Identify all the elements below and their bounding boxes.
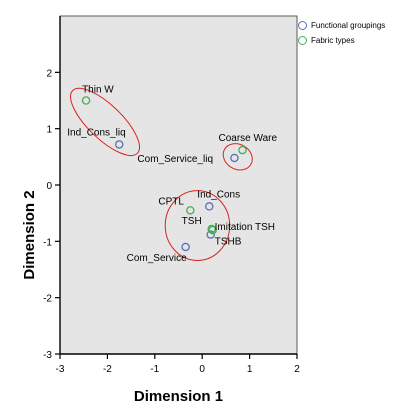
data-point	[207, 224, 216, 234]
x-tick-label: -2	[103, 364, 112, 375]
point-label: TSH	[182, 216, 202, 227]
data-point	[208, 225, 217, 235]
data-point	[186, 206, 195, 215]
data-point	[230, 153, 239, 163]
data-point	[205, 202, 214, 211]
legend-marker-circle-icon	[298, 36, 307, 45]
data-point	[181, 242, 190, 252]
data-point	[206, 230, 215, 239]
y-tick-label: -3	[43, 350, 52, 361]
axes: -3 -2 -1 0 1 2 -3 -2 -1 0 1 2	[43, 16, 300, 375]
point-label: Ind_Cons_liq	[67, 127, 125, 138]
y-tick-label: 1	[46, 125, 52, 136]
legend-item-fabric: Fabric types	[298, 33, 385, 48]
legend: Functional groupings Fabric types	[298, 18, 385, 48]
x-tick-label: 2	[294, 364, 300, 375]
plot-area	[59, 15, 298, 355]
point-label: Imitation TSH	[215, 222, 275, 233]
point-label: Coarse Ware	[218, 133, 277, 144]
point-labels: Ind_Cons_liq Com_Service_liq Ind_Cons TSHB C…	[67, 85, 277, 264]
y-tick-label: -1	[43, 237, 52, 248]
y-tick-label: 0	[46, 181, 52, 192]
legend-label: Functional groupings	[311, 21, 386, 30]
x-tick-label: 0	[199, 364, 205, 375]
x-axis-title: Dimension 1	[134, 388, 223, 405]
x-tick-label: -1	[150, 364, 159, 375]
y-tick-label: -2	[43, 294, 52, 305]
legend-item-functional: Functional groupings	[298, 18, 385, 33]
data-point	[238, 145, 247, 155]
cluster-ellipse	[70, 87, 140, 156]
x-tick-label: 1	[247, 364, 253, 375]
y-tick-label: 2	[46, 68, 52, 79]
legend-label: Fabric types	[311, 36, 355, 45]
x-tick-label: -3	[56, 364, 65, 375]
point-label: TSHB	[215, 237, 242, 248]
legend-marker-circle-icon	[298, 21, 307, 30]
point-label: Com_Service	[127, 253, 187, 264]
point-label: Ind_Cons	[197, 189, 240, 200]
data-point	[81, 96, 91, 105]
point-label: Thin W	[82, 85, 114, 96]
y-axis-title: Dimension 2	[21, 190, 38, 279]
point-label: CPTL	[158, 196, 184, 207]
data-points	[81, 96, 247, 252]
point-label: Com_Service_liq	[137, 154, 213, 165]
cluster-ellipse	[164, 190, 231, 261]
data-point	[115, 140, 124, 149]
